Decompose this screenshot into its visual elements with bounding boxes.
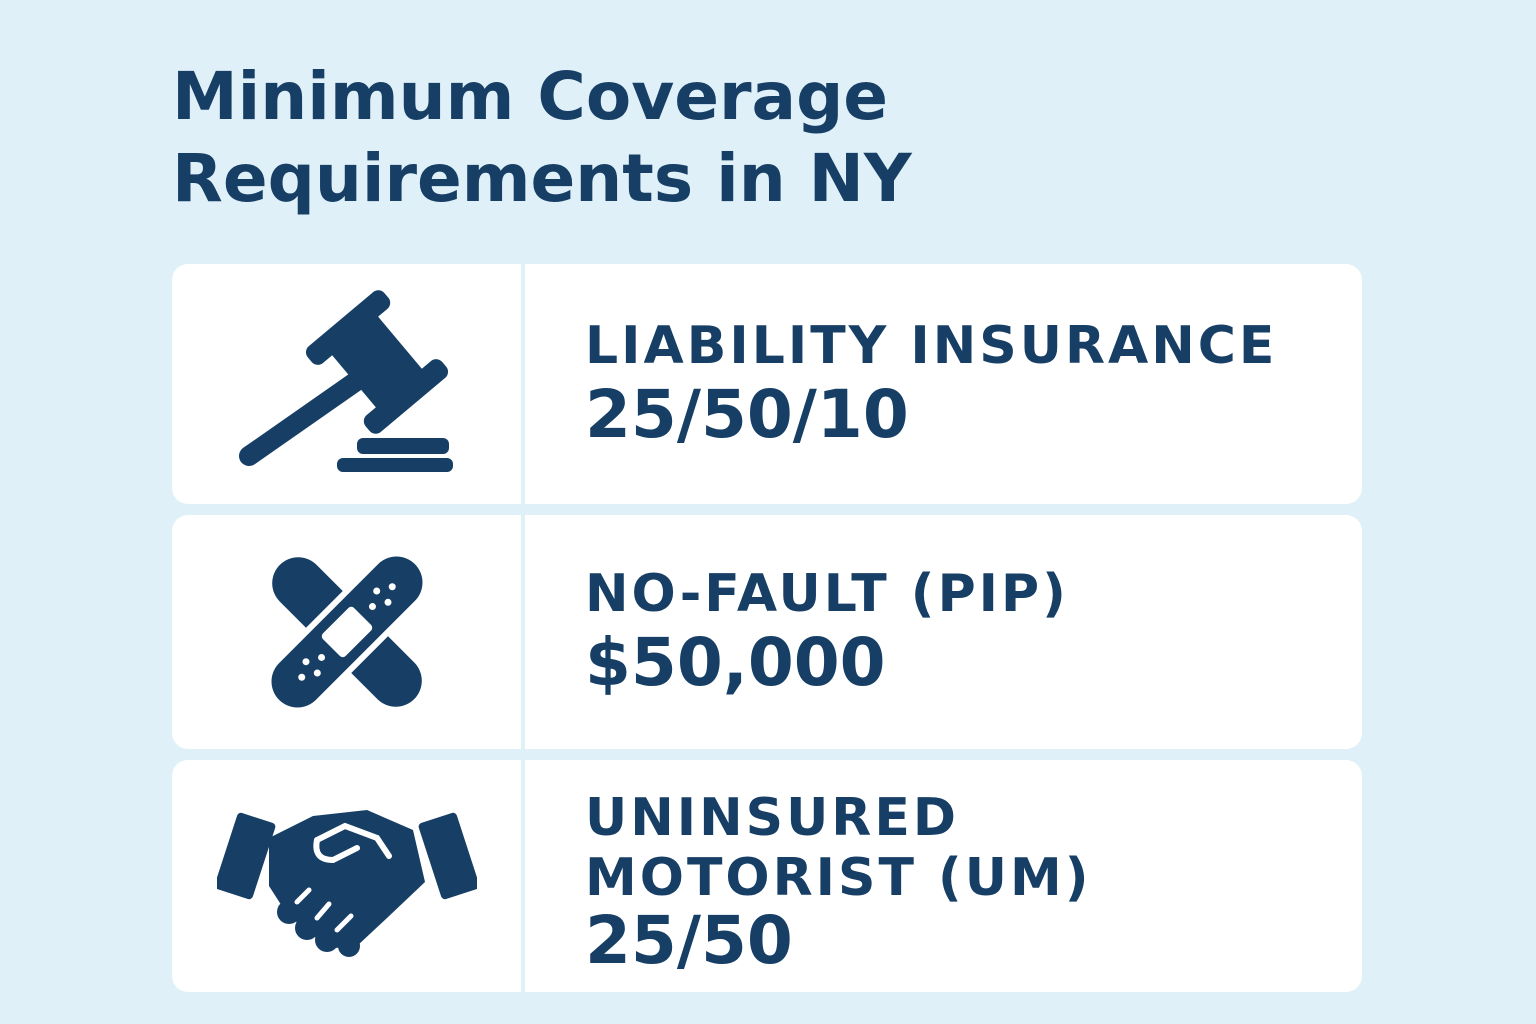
coverage-card-liability: LIABILITY INSURANCE 25/50/10: [172, 264, 1362, 504]
coverage-label: NO-FAULT (PIP): [585, 564, 1069, 624]
coverage-value: 25/50: [585, 902, 793, 979]
coverage-value: 25/50/10: [585, 376, 909, 453]
coverage-card-uninsured-motorist: UNINSURED MOTORIST (UM) 25/50: [172, 760, 1362, 992]
coverage-label-line-1: UNINSURED: [585, 788, 960, 848]
coverage-text: UNINSURED MOTORIST (UM) 25/50: [585, 770, 1342, 992]
card-divider: [521, 264, 525, 504]
handshake-icon: [216, 810, 477, 957]
coverage-label-line-2: MOTORIST (UM): [585, 848, 1092, 908]
gavel-icon: [238, 290, 453, 472]
card-divider: [521, 760, 525, 992]
coverage-text: NO-FAULT (PIP) $50,000: [585, 515, 1342, 749]
coverage-icon-cell: [172, 760, 521, 992]
bandage-icon: [265, 550, 428, 714]
coverage-icon-cell: [172, 515, 521, 749]
coverage-label: LIABILITY INSURANCE: [585, 316, 1278, 376]
coverage-text: LIABILITY INSURANCE 25/50/10: [585, 264, 1342, 504]
coverage-value: $50,000: [585, 624, 886, 701]
page-title-line-1: Minimum Coverage: [172, 58, 889, 135]
page-title-line-2: Requirements in NY: [172, 140, 912, 217]
coverage-icon-cell: [172, 264, 521, 504]
page-title: Minimum Coverage Requirements in NY: [172, 56, 1272, 220]
coverage-card-no-fault: NO-FAULT (PIP) $50,000: [172, 515, 1362, 749]
card-divider: [521, 515, 525, 749]
